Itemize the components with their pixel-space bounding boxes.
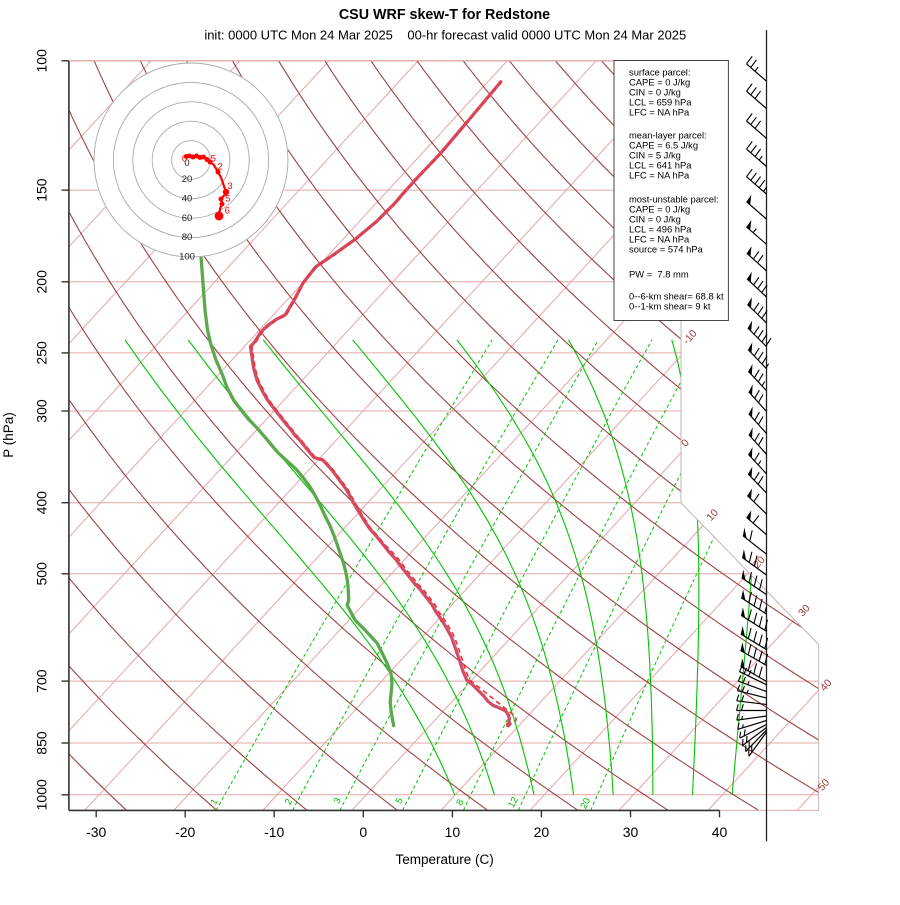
svg-text:Temperature (C): Temperature (C) xyxy=(395,852,493,867)
svg-text:10: 10 xyxy=(445,824,461,840)
svg-text:200: 200 xyxy=(34,270,50,294)
svg-text:source = 574 hPa: source = 574 hPa xyxy=(629,244,704,255)
svg-text:150: 150 xyxy=(34,178,50,202)
svg-text:0: 0 xyxy=(359,824,367,840)
svg-text:LFC = NA hPa: LFC = NA hPa xyxy=(629,107,690,118)
svg-text:0: 0 xyxy=(182,154,187,165)
svg-text:30: 30 xyxy=(623,824,639,840)
svg-text:250: 250 xyxy=(34,341,50,365)
svg-text:700: 700 xyxy=(34,669,50,693)
svg-text:6: 6 xyxy=(225,205,230,216)
svg-text:20: 20 xyxy=(534,824,550,840)
svg-text:LFC = NA hPa: LFC = NA hPa xyxy=(629,169,690,180)
svg-text:40: 40 xyxy=(182,193,193,204)
svg-text:1000: 1000 xyxy=(34,779,50,810)
svg-text:5: 5 xyxy=(225,193,230,204)
svg-text:400: 400 xyxy=(34,491,50,515)
svg-text:80: 80 xyxy=(182,232,193,243)
svg-text:init: 0000 UTC Mon 24 Mar 2025: init: 0000 UTC Mon 24 Mar 2025 00-hr for… xyxy=(204,27,686,42)
svg-text:-10: -10 xyxy=(264,824,284,840)
svg-text:40: 40 xyxy=(712,824,728,840)
svg-text:5: 5 xyxy=(211,153,216,164)
svg-text:-30: -30 xyxy=(86,824,106,840)
svg-text:PW = 7.8 mm: PW = 7.8 mm xyxy=(629,268,689,279)
svg-text:20: 20 xyxy=(182,174,193,185)
svg-text:2: 2 xyxy=(218,161,223,172)
svg-text:100: 100 xyxy=(34,49,50,73)
svg-text:850: 850 xyxy=(34,731,50,755)
svg-text:300: 300 xyxy=(34,399,50,423)
svg-text:100: 100 xyxy=(179,252,195,263)
svg-text:P (hPa): P (hPa) xyxy=(1,412,16,458)
svg-text:-20: -20 xyxy=(175,824,195,840)
svg-text:60: 60 xyxy=(182,213,193,224)
svg-text:0--1-km shear= 9 kt: 0--1-km shear= 9 kt xyxy=(629,300,711,311)
svg-text:500: 500 xyxy=(34,562,50,586)
svg-text:3: 3 xyxy=(227,181,232,192)
svg-text:CSU WRF skew-T for Redstone: CSU WRF skew-T for Redstone xyxy=(339,7,550,23)
